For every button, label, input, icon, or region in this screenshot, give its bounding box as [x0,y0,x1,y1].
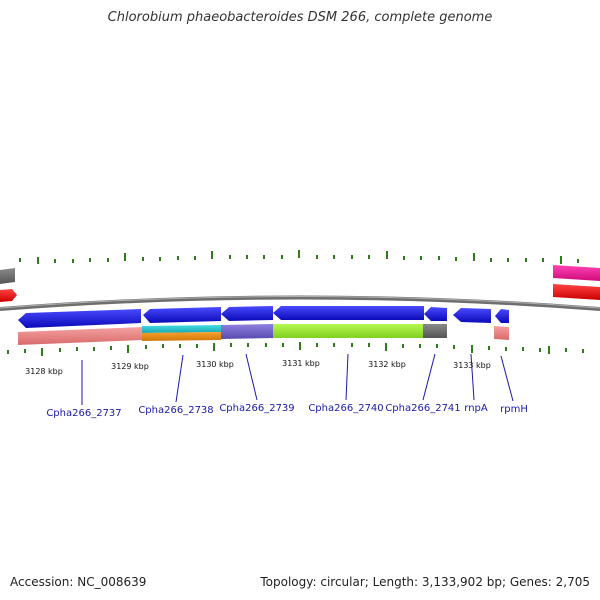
ruler-label-3128: 3128 kbp [25,367,63,376]
feature-band-lime [273,324,423,338]
feature-band-salmon-small [494,326,509,340]
gene-arrow-rnpa[interactable] [453,308,491,323]
genome-backbone-arc [0,295,600,311]
gene-label-cpha266-2738[interactable]: Cpha266_2738 [138,405,213,416]
gene-arrow-cpha266-2739[interactable] [221,306,273,321]
outer-tick-row [19,250,579,264]
feature-band-purple [221,324,273,339]
edge-feature-gray-left [0,268,15,284]
ruler-label-3129: 3129 kbp [111,362,149,371]
edge-feature-magenta-right [553,265,600,281]
gene-label-cpha266-2741[interactable]: Cpha266_2741 [385,403,460,414]
ruler-label-3132: 3132 kbp [368,360,406,369]
gene-arrow-cpha266-2740[interactable] [273,306,424,320]
gene-arrow-cpha266-2737[interactable] [18,309,141,328]
gene-leader-lines [81,353,514,405]
gene-label-rnpa[interactable]: rnpA [464,403,488,414]
gene-arrows [18,306,509,328]
ruler-label-3131: 3131 kbp [282,359,320,368]
genome-summary-text: Topology: circular; Length: 3,133,902 bp… [260,575,590,589]
feature-band-gray [423,324,447,338]
gene-arrow-cpha266-2738[interactable] [143,307,221,323]
accession-text: Accession: NC_008639 [10,575,147,589]
gene-arrow-rpmh[interactable] [495,309,509,323]
gene-arrow-cpha266-2741[interactable] [424,307,447,321]
gene-label-cpha266-2737[interactable]: Cpha266_2737 [46,408,121,419]
edge-feature-red-right [553,284,600,300]
gene-label-rpmh[interactable]: rpmH [500,404,528,415]
genome-title: Chlorobium phaeobacteroides DSM 266, com… [107,10,493,25]
gene-label-cpha266-2740[interactable]: Cpha266_2740 [308,403,383,414]
gene-labels: Cpha266_2737 Cpha266_2738 Cpha266_2739 C… [46,403,528,419]
gene-label-cpha266-2739[interactable]: Cpha266_2739 [219,403,294,414]
feature-bands [18,324,509,345]
inner-tick-row [7,342,584,356]
ruler-labels: 3128 kbp 3129 kbp 3130 kbp 3131 kbp 3132… [25,359,491,376]
ruler-label-3130: 3130 kbp [196,360,234,369]
feature-band-cyan [142,325,221,333]
feature-band-salmon [18,327,142,345]
feature-band-orange [142,332,221,341]
edge-feature-red-left [0,289,17,302]
